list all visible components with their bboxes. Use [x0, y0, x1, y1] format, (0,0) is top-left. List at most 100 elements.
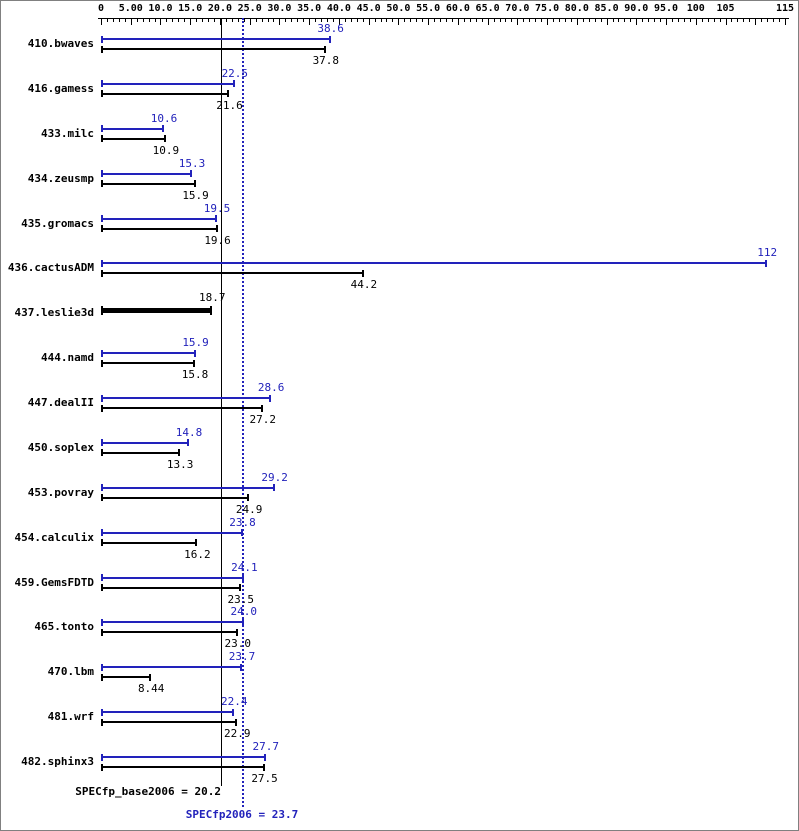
score-value-label: 24.0 — [230, 605, 257, 619]
x-axis-major-tick — [398, 18, 400, 25]
x-axis-minor-tick — [148, 18, 150, 22]
score-value-label: 27.2 — [249, 413, 277, 426]
bar-line — [101, 756, 266, 758]
x-axis-minor-tick — [779, 18, 781, 22]
x-axis-minor-tick — [743, 18, 745, 22]
x-axis-minor-tick — [112, 18, 114, 22]
x-axis-minor-tick — [707, 18, 709, 22]
bar-left-cap — [101, 180, 103, 188]
bar-left-cap — [101, 305, 103, 315]
x-axis-minor-tick — [208, 18, 210, 22]
x-axis-tick-label: 115 — [775, 3, 795, 14]
bar-line — [101, 217, 217, 220]
bar-left-cap — [101, 574, 103, 581]
score-value-label: 8.44 — [137, 682, 165, 696]
x-axis-major-tick — [576, 18, 578, 25]
x-axis-major-tick — [101, 18, 102, 25]
x-axis-minor-tick — [505, 18, 507, 22]
score-value-label: 27.5 — [251, 772, 278, 785]
score-value-label: 23.5 — [227, 592, 255, 606]
x-axis-major-tick — [338, 18, 340, 25]
x-axis-major-tick — [755, 18, 757, 25]
score-bar — [101, 404, 263, 412]
x-axis-minor-tick — [380, 18, 382, 22]
x-axis-minor-tick — [654, 18, 656, 22]
score-value-label: 21.6 — [216, 98, 243, 112]
x-axis-minor-tick — [463, 18, 465, 22]
bar-left-cap — [101, 80, 103, 88]
x-axis-minor-tick — [701, 18, 703, 22]
x-axis-minor-tick — [118, 18, 120, 22]
bar-right-cap — [190, 170, 192, 178]
x-axis-minor-tick — [564, 18, 566, 22]
bar-line — [101, 48, 326, 50]
benchmark-label: 453.povray — [27, 485, 94, 499]
x-axis-tick-label: 105 — [716, 3, 735, 14]
score-bar — [101, 618, 244, 626]
x-axis-minor-tick — [648, 18, 650, 22]
score-value-label: 22.4 — [220, 695, 248, 709]
x-axis-major-tick — [487, 18, 489, 25]
x-axis-minor-tick — [630, 18, 632, 22]
score-value-label: 24.9 — [235, 502, 263, 516]
bar-right-cap — [232, 80, 235, 88]
x-axis-minor-tick — [683, 18, 685, 22]
x-axis-minor-tick — [731, 18, 733, 22]
score-bar — [101, 763, 265, 771]
bar-line — [101, 766, 265, 768]
bar-line — [101, 397, 272, 399]
bar-line — [101, 666, 242, 669]
x-axis-minor-tick — [404, 18, 406, 22]
x-axis-minor-tick — [529, 18, 531, 22]
x-axis-minor-tick — [267, 18, 269, 22]
bar-left-cap — [101, 494, 103, 502]
x-axis-minor-tick — [434, 18, 436, 22]
score-bar — [101, 708, 235, 716]
x-axis-minor-tick — [136, 18, 138, 22]
benchmark-label: 435.gromacs — [21, 216, 94, 230]
x-axis-major-tick — [517, 18, 519, 25]
bar-left-cap — [101, 753, 103, 761]
x-axis-minor-tick — [297, 18, 299, 22]
bar-left-cap — [101, 618, 103, 626]
base-score-text: SPECfp_base2006 = 20.2 — [75, 785, 221, 798]
x-axis-tick-label: 35.0 — [297, 3, 322, 14]
x-axis-minor-tick — [612, 18, 614, 22]
benchmark-label: 450.soplex — [27, 440, 94, 454]
bar-line — [101, 631, 238, 634]
x-axis-minor-tick — [642, 18, 644, 22]
bar-line — [101, 541, 198, 544]
bar-right-cap — [238, 584, 241, 591]
x-axis-minor-tick — [553, 18, 555, 22]
x-axis-minor-tick — [719, 18, 721, 22]
x-axis-minor-tick — [541, 18, 543, 22]
bar-right-cap — [162, 125, 165, 133]
x-axis-minor-tick — [166, 18, 168, 22]
x-axis-minor-tick — [511, 18, 513, 22]
x-axis-minor-tick — [196, 18, 198, 22]
x-axis-minor-tick — [737, 18, 739, 22]
score-value-label: 15.8 — [181, 368, 209, 382]
x-axis-minor-tick — [600, 18, 602, 22]
x-axis-minor-tick — [445, 18, 447, 22]
base-mean-line — [221, 18, 223, 786]
x-axis-minor-tick — [767, 18, 769, 22]
bar-line — [101, 362, 195, 365]
bar-left-cap — [101, 259, 103, 267]
bar-right-cap — [163, 135, 166, 143]
benchmark-label: 436.cactusADM — [7, 261, 94, 275]
bar-right-cap — [263, 753, 266, 761]
bar-right-cap — [262, 763, 265, 771]
bar-left-cap — [101, 269, 103, 277]
bar-line — [101, 182, 196, 185]
bar-line — [101, 576, 245, 579]
bar-right-cap — [215, 225, 218, 232]
x-axis-tick-label: 55.0 — [416, 3, 441, 14]
bar-right-cap — [227, 90, 230, 98]
x-axis-minor-tick — [350, 18, 352, 22]
x-axis-minor-tick — [106, 18, 108, 22]
x-axis-minor-tick — [713, 18, 715, 22]
x-axis-minor-tick — [558, 18, 560, 22]
